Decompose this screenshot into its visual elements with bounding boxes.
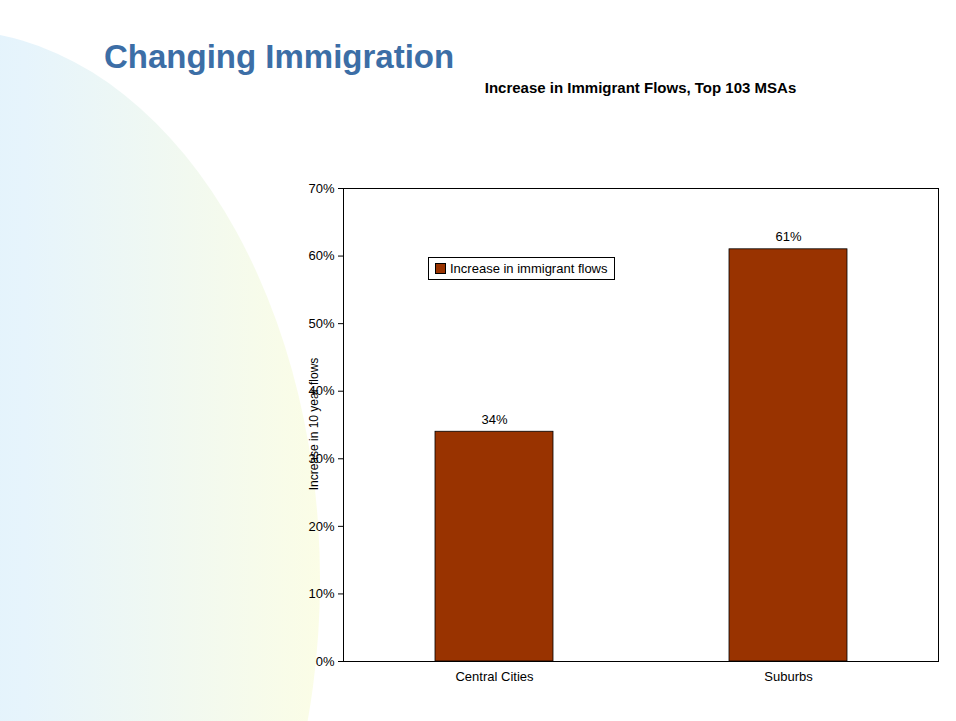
svg-text:60%: 60% bbox=[308, 248, 334, 263]
svg-text:Suburbs: Suburbs bbox=[764, 669, 813, 684]
svg-text:50%: 50% bbox=[308, 316, 334, 331]
svg-text:Central Cities: Central Cities bbox=[455, 669, 534, 684]
svg-text:30%: 30% bbox=[308, 451, 334, 466]
svg-text:34%: 34% bbox=[481, 412, 507, 427]
svg-text:61%: 61% bbox=[775, 229, 801, 244]
svg-text:10%: 10% bbox=[308, 586, 334, 601]
svg-text:0%: 0% bbox=[316, 654, 335, 669]
svg-text:40%: 40% bbox=[308, 383, 334, 398]
svg-text:70%: 70% bbox=[308, 181, 334, 196]
svg-text:20%: 20% bbox=[308, 519, 334, 534]
